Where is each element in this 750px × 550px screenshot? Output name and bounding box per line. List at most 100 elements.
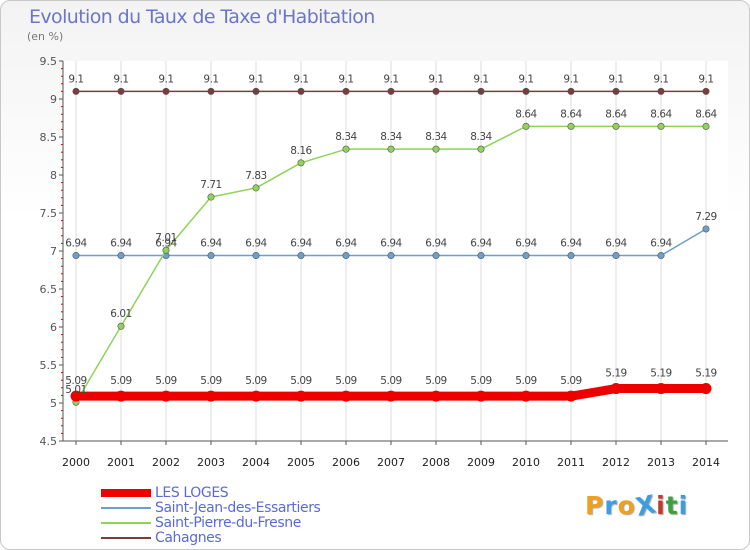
data-label: 9.1 (113, 73, 128, 85)
data-label: 6.94 (470, 238, 492, 250)
data-point (387, 87, 395, 95)
legend-item: Cahagnes (101, 529, 320, 546)
data-label: 9.1 (158, 73, 173, 85)
data-label: 8.34 (470, 131, 492, 143)
data-point (612, 252, 620, 260)
y-tick-label: 9 (50, 93, 57, 106)
data-point (700, 383, 712, 395)
data-point (295, 390, 307, 402)
data-point (702, 225, 710, 233)
data-point (565, 390, 577, 402)
data-label: 6.94 (65, 238, 87, 250)
data-label: 8.64 (605, 108, 627, 120)
data-point (612, 122, 620, 130)
data-point (342, 145, 350, 153)
x-tick-label: 2012 (602, 456, 630, 469)
data-point (252, 87, 260, 95)
data-label: 6.94 (155, 238, 177, 250)
data-point (207, 252, 215, 260)
x-tick-label: 2008 (422, 456, 450, 469)
data-label: 8.64 (650, 108, 672, 120)
data-point (657, 122, 665, 130)
data-label: 9.1 (248, 73, 263, 85)
data-point (205, 390, 217, 402)
y-tick-label: 6 (50, 321, 57, 334)
data-point (340, 390, 352, 402)
data-label: 8.16 (290, 145, 312, 157)
x-tick-label: 2014 (692, 456, 720, 469)
legend-label: Cahagnes (155, 529, 222, 546)
data-point (250, 390, 262, 402)
logo-letter: t (665, 491, 679, 520)
data-label: 9.1 (653, 73, 668, 85)
data-point (432, 145, 440, 153)
data-point (657, 252, 665, 260)
data-label: 6.94 (200, 238, 222, 250)
data-point (207, 87, 215, 95)
data-label: 6.94 (335, 238, 357, 250)
legend-item: Saint-Jean-des-Essartiers (101, 499, 321, 516)
x-tick-label: 2005 (287, 456, 315, 469)
y-tick-label: 8 (50, 169, 57, 182)
data-label: 5.19 (695, 368, 716, 380)
legend-swatch (101, 506, 151, 509)
data-point (657, 87, 665, 95)
y-tick-label: 5.5 (40, 359, 58, 372)
data-label: 9.1 (473, 73, 488, 85)
data-label: 5.09 (245, 375, 266, 387)
data-label: 9.1 (608, 73, 623, 85)
data-label: 9.1 (563, 73, 578, 85)
legend-label: Saint-Jean-des-Essartiers (155, 499, 321, 516)
x-tick-label: 2002 (152, 456, 180, 469)
data-point (430, 390, 442, 402)
data-label: 9.1 (698, 73, 713, 85)
data-point (72, 87, 80, 95)
data-point (432, 87, 440, 95)
data-point (385, 390, 397, 402)
data-label: 5.09 (515, 375, 536, 387)
data-label: 5.09 (335, 375, 356, 387)
data-point (432, 252, 440, 260)
data-label: 6.94 (560, 238, 582, 250)
legend: LES LOGES Saint-Jean-des-Essartiers Saint-… (101, 484, 321, 546)
y-tick-label: 8.5 (40, 131, 58, 144)
data-label: 8.34 (425, 131, 447, 143)
y-tick-label: 7.5 (40, 207, 58, 220)
data-point (297, 159, 305, 167)
x-tick-label: 2004 (242, 456, 270, 469)
data-label: 5.19 (650, 368, 671, 380)
y-tick-label: 9.5 (40, 55, 58, 68)
data-label: 6.94 (425, 238, 447, 250)
data-label: 6.94 (245, 238, 267, 250)
data-label: 9.1 (293, 73, 308, 85)
x-tick-label: 2010 (512, 456, 540, 469)
y-tick-label: 4.5 (40, 435, 58, 448)
data-label: 7.71 (200, 179, 221, 191)
data-point (297, 87, 305, 95)
data-point (115, 390, 127, 402)
y-tick-label: 7 (50, 245, 57, 258)
x-tick-label: 2006 (332, 456, 360, 469)
data-label: 5.09 (380, 375, 401, 387)
data-label: 9.1 (68, 73, 83, 85)
legend-label: Saint-Pierre-du-Fresne (155, 514, 301, 531)
legend-label: LES LOGES (155, 484, 229, 501)
data-point (70, 390, 82, 402)
data-label: 5.09 (110, 375, 131, 387)
logo-letter: r (604, 491, 618, 520)
data-label: 6.94 (380, 238, 402, 250)
data-label: 6.94 (650, 238, 672, 250)
legend-swatch (101, 488, 151, 497)
data-label: 7.01 (155, 232, 176, 244)
legend-swatch (101, 536, 151, 539)
data-point (522, 252, 530, 260)
data-label: 8.34 (335, 131, 357, 143)
x-tick-label: 2007 (377, 456, 405, 469)
data-point (160, 390, 172, 402)
chart-title: Evolution du Taux de Taxe d'Habitation (29, 6, 375, 28)
y-tick-label: 6.5 (40, 283, 58, 296)
y-tick-label: 5 (50, 397, 57, 410)
data-point (162, 87, 170, 95)
data-point (655, 383, 667, 395)
data-label: 9.1 (518, 73, 533, 85)
